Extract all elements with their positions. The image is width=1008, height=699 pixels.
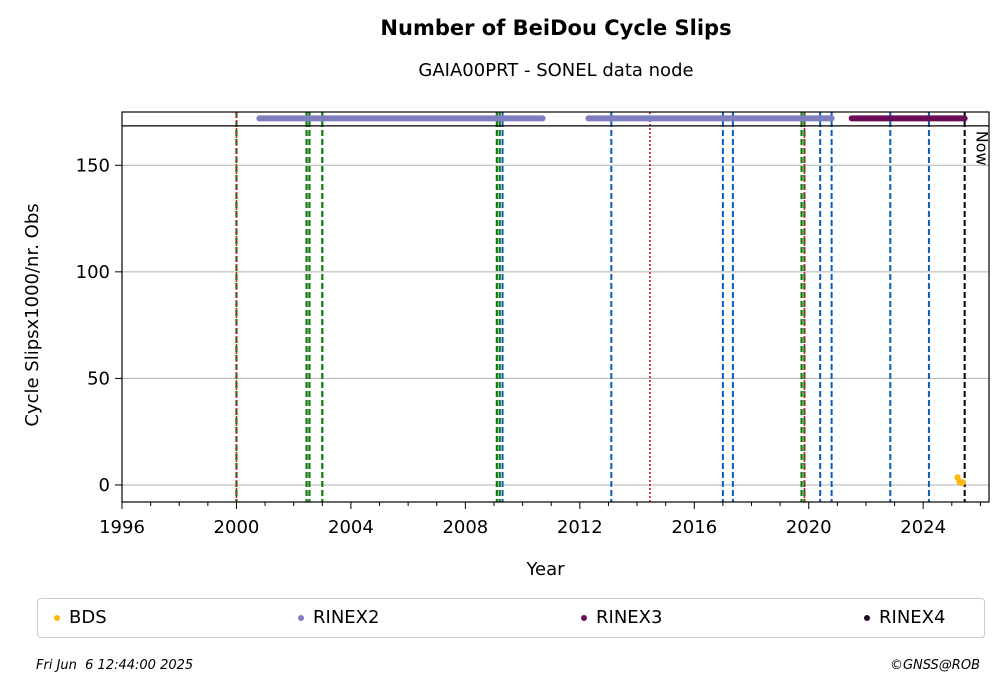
legend-label-rinex3: RINEX3 xyxy=(596,607,663,628)
x-tick-label-2004: 2004 xyxy=(328,517,374,538)
x-tick-label-2012: 2012 xyxy=(557,517,603,538)
legend-dot-rinex2 xyxy=(298,614,304,621)
legend-label-rinex2: RINEX2 xyxy=(313,607,380,628)
legend-dot-rinex3 xyxy=(581,614,587,621)
footer-timestamp: Fri Jun 6 12:44:00 2025 xyxy=(36,658,194,673)
chart-subtitle: GAIA00PRT - SONEL data node xyxy=(418,60,694,81)
footer-copyright: ©GNSS@ROB xyxy=(889,658,980,673)
x-tick-label-2024: 2024 xyxy=(900,517,946,538)
y-tick-label-50: 50 xyxy=(87,368,110,389)
x-tick-label-2000: 2000 xyxy=(214,517,260,538)
y-axis-label: Cycle Slipsx1000/nr. Obs xyxy=(22,203,43,426)
legend: BDS RINEX2 RINEX3 RINEX4 xyxy=(37,598,985,638)
legend-label-rinex4: RINEX4 xyxy=(879,607,946,628)
y-tick-label-100: 100 xyxy=(76,262,110,283)
legend-item-rinex4: RINEX4 xyxy=(864,607,945,628)
chart-canvas: Now 1996 2000 2004 2008 2012 2016 2020 2024 0 50 10… xyxy=(22,111,992,580)
chart-title: Number of BeiDou Cycle Slips xyxy=(380,16,732,40)
legend-item-bds: BDS xyxy=(54,607,107,628)
legend-dot-rinex4 xyxy=(864,614,870,621)
legend-item-rinex3: RINEX3 xyxy=(581,607,662,628)
legend-label-bds: BDS xyxy=(69,607,107,628)
now-label: Now xyxy=(973,131,992,166)
plot-frame xyxy=(121,111,990,503)
y-tick-label-0: 0 xyxy=(99,475,110,496)
legend-item-rinex2: RINEX2 xyxy=(298,607,379,628)
data-point-bds-3 xyxy=(959,479,966,486)
x-tick-label-2016: 2016 xyxy=(671,517,717,538)
y-tick-label-150: 150 xyxy=(76,155,110,176)
x-axis-label: Year xyxy=(525,559,565,580)
x-tick-label-2008: 2008 xyxy=(442,517,488,538)
x-tick-label-1996: 1996 xyxy=(99,517,145,538)
legend-dot-bds xyxy=(54,614,60,621)
x-tick-label-2020: 2020 xyxy=(786,517,832,538)
